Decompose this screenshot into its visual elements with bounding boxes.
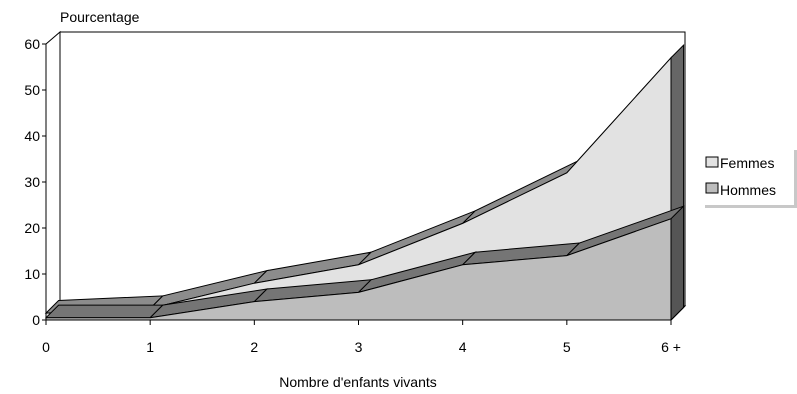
x-tick-label: 5 <box>563 339 571 355</box>
back-wall-outline <box>60 31 686 306</box>
legend-swatch-hommes <box>705 182 719 194</box>
y-tick-label: 30 <box>24 174 40 190</box>
area-top-band <box>44 304 164 319</box>
y-axis: 0 10 20 30 40 50 60 <box>24 36 47 328</box>
legend-label-femmes: Femmes <box>720 155 774 171</box>
x-tick-label: 0 <box>42 339 50 355</box>
x-tick-label: 4 <box>459 339 467 355</box>
y-axis-title: Pourcentage <box>60 9 140 25</box>
y-tick-label: 40 <box>24 128 40 144</box>
x-axis-title: Nombre d'enfants vivants <box>279 374 437 390</box>
left-wall <box>45 30 61 322</box>
y-tick-label: 10 <box>24 266 40 282</box>
area-end-side <box>670 204 685 322</box>
y-tick-label: 0 <box>32 312 40 328</box>
x-tick-label: 6 + <box>661 339 681 355</box>
x-tick-label: 3 <box>355 339 363 355</box>
series-layer <box>44 43 685 322</box>
y-tick-label: 50 <box>24 82 40 98</box>
y-tick-label: 60 <box>24 36 40 52</box>
x-tick-label: 2 <box>250 339 258 355</box>
legend: Femmes Hommes <box>702 147 797 208</box>
x-axis: 0 1 2 3 4 5 6 + <box>42 319 681 355</box>
x-tick-label: 1 <box>146 339 154 355</box>
series-hommes <box>44 204 685 322</box>
legend-label-hommes: Hommes <box>720 182 776 198</box>
y-tick-label: 20 <box>24 220 40 236</box>
area-front-face <box>45 218 672 321</box>
legend-swatch-femmes <box>705 156 719 168</box>
